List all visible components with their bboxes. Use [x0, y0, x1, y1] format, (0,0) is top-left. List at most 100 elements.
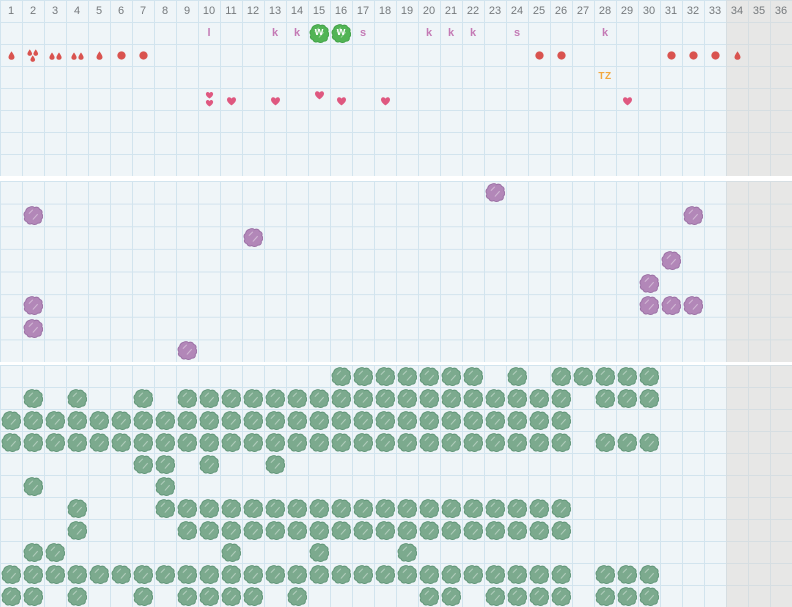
green-scribble-blob-icon[interactable]	[287, 388, 307, 408]
green-scribble-blob-icon[interactable]	[309, 542, 329, 562]
green-scribble-blob-icon[interactable]	[155, 498, 175, 518]
green-scribble-blob-icon[interactable]	[353, 388, 373, 408]
green-scribble-blob-icon[interactable]	[1, 410, 21, 430]
green-scribble-blob-icon[interactable]	[199, 410, 219, 430]
green-scribble-blob-icon[interactable]	[463, 520, 483, 540]
green-scribble-blob-icon[interactable]	[111, 432, 131, 452]
green-scribble-blob-icon[interactable]	[67, 410, 87, 430]
green-scribble-blob-icon[interactable]	[419, 564, 439, 584]
green-scribble-blob-icon[interactable]	[353, 564, 373, 584]
green-scribble-blob-icon[interactable]	[287, 564, 307, 584]
green-scribble-blob-icon[interactable]	[133, 564, 153, 584]
green-scribble-blob-icon[interactable]	[221, 410, 241, 430]
green-scribble-blob-icon[interactable]	[287, 520, 307, 540]
green-scribble-blob-icon[interactable]	[221, 586, 241, 606]
green-scribble-blob-icon[interactable]	[177, 520, 197, 540]
green-scribble-blob-icon[interactable]	[507, 520, 527, 540]
green-scribble-blob-icon[interactable]	[1, 586, 21, 606]
green-scribble-blob-icon[interactable]	[331, 564, 351, 584]
purple-scribble-blob-icon[interactable]	[661, 250, 681, 270]
green-scribble-blob-icon[interactable]	[353, 432, 373, 452]
green-scribble-blob-icon[interactable]	[331, 498, 351, 518]
green-scribble-blob-icon[interactable]	[23, 432, 43, 452]
green-scribble-blob-icon[interactable]	[199, 454, 219, 474]
green-scribble-blob-icon[interactable]	[177, 388, 197, 408]
green-scribble-blob-icon[interactable]	[375, 410, 395, 430]
green-scribble-blob-icon[interactable]	[639, 366, 659, 386]
green-scribble-blob-icon[interactable]	[375, 498, 395, 518]
green-scribble-blob-icon[interactable]	[155, 410, 175, 430]
green-scribble-blob-icon[interactable]	[551, 498, 571, 518]
purple-scribble-blob-icon[interactable]	[683, 205, 703, 225]
green-scribble-blob-icon[interactable]	[397, 388, 417, 408]
green-scribble-blob-icon[interactable]	[463, 366, 483, 386]
green-scribble-blob-icon[interactable]	[485, 432, 505, 452]
green-scribble-blob-icon[interactable]	[507, 410, 527, 430]
green-scribble-blob-icon[interactable]	[243, 388, 263, 408]
green-scribble-blob-icon[interactable]	[617, 366, 637, 386]
green-scribble-blob-icon[interactable]	[331, 388, 351, 408]
green-scribble-blob-icon[interactable]	[331, 520, 351, 540]
green-scribble-blob-icon[interactable]	[221, 520, 241, 540]
green-scribble-blob-icon[interactable]	[199, 564, 219, 584]
green-scribble-blob-icon[interactable]	[67, 388, 87, 408]
green-scribble-blob-icon[interactable]	[485, 586, 505, 606]
green-scribble-blob-icon[interactable]	[221, 388, 241, 408]
green-scribble-blob-icon[interactable]	[485, 564, 505, 584]
green-scribble-blob-icon[interactable]	[45, 432, 65, 452]
green-scribble-blob-icon[interactable]	[397, 410, 417, 430]
green-scribble-blob-icon[interactable]	[243, 586, 263, 606]
green-scribble-blob-icon[interactable]	[309, 410, 329, 430]
green-scribble-blob-icon[interactable]	[463, 410, 483, 430]
green-scribble-blob-icon[interactable]	[309, 388, 329, 408]
purple-scribble-blob-icon[interactable]	[661, 295, 681, 315]
green-scribble-blob-icon[interactable]	[265, 410, 285, 430]
green-scribble-blob-icon[interactable]	[353, 520, 373, 540]
green-scribble-blob-icon[interactable]	[617, 432, 637, 452]
green-scribble-blob-icon[interactable]	[265, 498, 285, 518]
green-scribble-blob-icon[interactable]	[265, 564, 285, 584]
purple-scribble-blob-icon[interactable]	[177, 340, 197, 360]
green-scribble-blob-icon[interactable]	[595, 586, 615, 606]
green-scribble-blob-icon[interactable]	[67, 586, 87, 606]
green-scribble-blob-icon[interactable]	[419, 520, 439, 540]
green-scribble-blob-icon[interactable]	[287, 586, 307, 606]
green-scribble-blob-icon[interactable]	[265, 454, 285, 474]
green-scribble-blob-icon[interactable]	[309, 432, 329, 452]
green-scribble-blob-icon[interactable]	[485, 410, 505, 430]
green-scribble-blob-icon[interactable]	[243, 498, 263, 518]
green-scribble-blob-icon[interactable]	[529, 564, 549, 584]
green-scribble-blob-icon[interactable]	[265, 388, 285, 408]
green-scribble-blob-icon[interactable]	[419, 586, 439, 606]
green-scribble-blob-icon[interactable]	[595, 432, 615, 452]
green-scribble-blob-icon[interactable]	[221, 542, 241, 562]
green-scribble-blob-icon[interactable]	[463, 498, 483, 518]
green-scribble-blob-icon[interactable]	[551, 432, 571, 452]
green-scribble-blob-icon[interactable]	[1, 432, 21, 452]
green-scribble-blob-icon[interactable]	[155, 476, 175, 496]
green-scribble-blob-icon[interactable]	[221, 564, 241, 584]
green-scribble-blob-icon[interactable]	[331, 366, 351, 386]
green-scribble-blob-icon[interactable]	[353, 498, 373, 518]
green-scribble-blob-icon[interactable]	[23, 476, 43, 496]
green-scribble-blob-icon[interactable]	[529, 410, 549, 430]
green-scribble-blob-icon[interactable]	[617, 388, 637, 408]
green-scribble-blob-icon[interactable]	[441, 564, 461, 584]
green-scribble-blob-icon[interactable]	[639, 432, 659, 452]
green-scribble-blob-icon[interactable]	[23, 410, 43, 430]
green-scribble-blob-icon[interactable]	[397, 542, 417, 562]
green-scribble-blob-icon[interactable]	[375, 564, 395, 584]
green-scribble-blob-icon[interactable]	[133, 454, 153, 474]
purple-scribble-blob-icon[interactable]	[23, 295, 43, 315]
green-scribble-blob-icon[interactable]	[419, 432, 439, 452]
green-scribble-blob-icon[interactable]	[507, 498, 527, 518]
purple-scribble-blob-icon[interactable]	[23, 318, 43, 338]
green-scribble-blob-icon[interactable]	[133, 388, 153, 408]
green-scribble-blob-icon[interactable]	[507, 366, 527, 386]
green-scribble-blob-icon[interactable]	[529, 432, 549, 452]
green-scribble-blob-icon[interactable]	[177, 498, 197, 518]
green-scribble-blob-icon[interactable]	[595, 388, 615, 408]
green-scribble-blob-icon[interactable]	[617, 586, 637, 606]
green-scribble-blob-icon[interactable]	[133, 432, 153, 452]
green-scribble-blob-icon[interactable]	[463, 432, 483, 452]
